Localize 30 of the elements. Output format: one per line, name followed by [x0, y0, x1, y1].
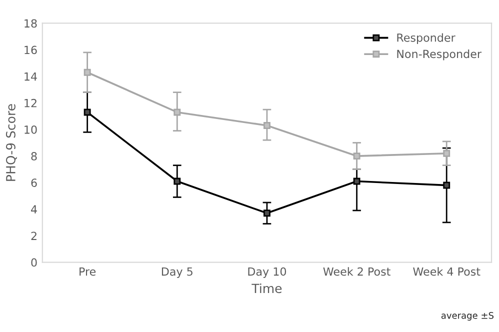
x-tick-label: Day 10: [248, 267, 286, 278]
x-tick-label: Week 2 Post: [323, 267, 390, 276]
y-tick-label: 18: [24, 19, 37, 28]
y-tick-label: 14: [24, 72, 37, 81]
y-tick-label: 0: [31, 258, 37, 267]
y-axis-title: PHQ-9 Score: [6, 104, 17, 181]
y-tick-label: 2: [31, 232, 36, 240]
point: [174, 108, 181, 116]
point: [443, 182, 450, 189]
y-tick-label: 10: [24, 125, 37, 134]
point: [84, 68, 91, 76]
y-tick-label: 16: [24, 46, 37, 54]
x-tick-label: Pre: [80, 267, 96, 276]
x-axis-title: Time: [252, 283, 282, 294]
y-tick-label: 4: [31, 205, 37, 214]
text: average ±S: [441, 312, 494, 321]
point: [84, 108, 91, 116]
x-tick-label: Day 5: [162, 267, 192, 278]
legend-label: Responder: [397, 33, 456, 44]
point: [263, 122, 270, 129]
point: [263, 210, 270, 217]
y-tick-label: 6: [31, 178, 37, 187]
x-tick-label: Week 4 Post: [413, 267, 480, 276]
point: [443, 150, 450, 157]
legend-label: Non-Responder: [397, 50, 482, 60]
point: [174, 178, 181, 185]
point: [353, 152, 360, 160]
y-tick-label: 12: [24, 98, 36, 108]
point: [353, 178, 360, 185]
y-tick-label: 8: [31, 152, 37, 160]
